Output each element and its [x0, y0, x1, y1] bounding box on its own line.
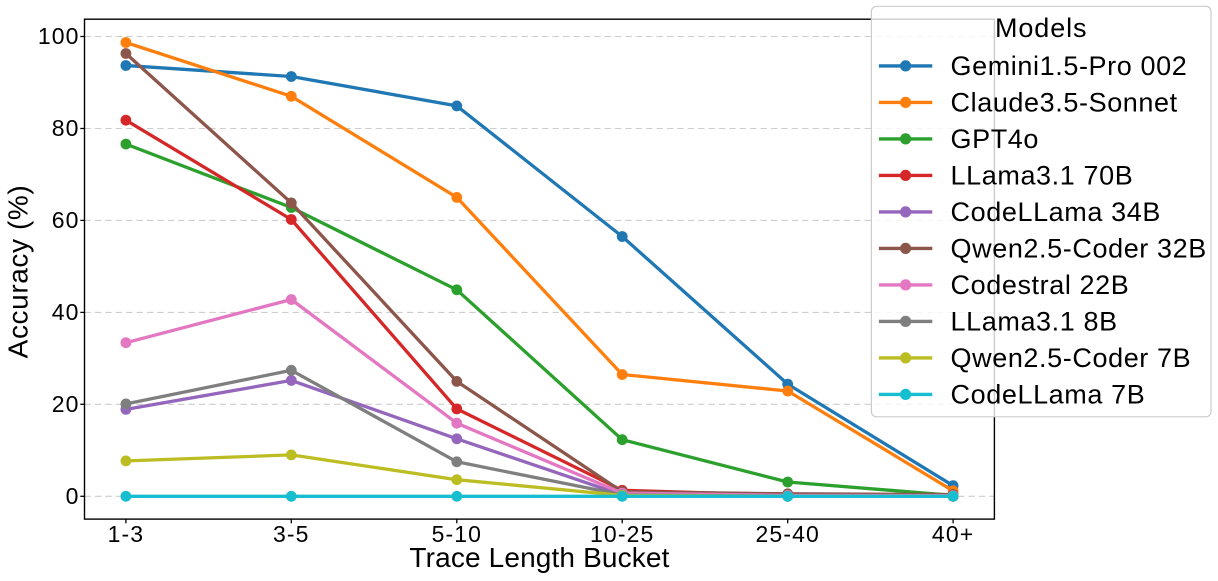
svg-text:Claude3.5-Sonnet: Claude3.5-Sonnet [951, 87, 1178, 117]
svg-text:GPT4o: GPT4o [951, 124, 1040, 154]
svg-text:Trace Length Bucket: Trace Length Bucket [409, 542, 669, 573]
svg-text:40: 40 [52, 299, 80, 325]
svg-text:1-3: 1-3 [108, 521, 145, 547]
svg-text:LLama3.1 8B: LLama3.1 8B [951, 306, 1118, 336]
svg-text:25-40: 25-40 [756, 521, 820, 547]
svg-text:3-5: 3-5 [273, 521, 310, 547]
svg-text:Models: Models [995, 13, 1087, 43]
svg-text:100: 100 [38, 23, 80, 49]
svg-text:0: 0 [66, 483, 80, 509]
svg-text:40+: 40+ [932, 521, 974, 547]
svg-text:60: 60 [52, 207, 80, 233]
svg-text:CodeLLama 7B: CodeLLama 7B [951, 379, 1146, 409]
svg-text:Qwen2.5-Coder 32B: Qwen2.5-Coder 32B [951, 233, 1207, 263]
svg-text:Accuracy (%): Accuracy (%) [2, 185, 33, 359]
svg-text:10-25: 10-25 [590, 521, 654, 547]
svg-text:20: 20 [52, 391, 80, 417]
svg-text:Gemini1.5-Pro 002: Gemini1.5-Pro 002 [951, 51, 1188, 81]
svg-text:5-10: 5-10 [432, 521, 482, 547]
svg-text:CodeLLama 34B: CodeLLama 34B [951, 197, 1161, 227]
svg-text:80: 80 [52, 115, 80, 141]
svg-text:LLama3.1 70B: LLama3.1 70B [951, 160, 1134, 190]
svg-text:Qwen2.5-Coder 7B: Qwen2.5-Coder 7B [951, 343, 1192, 373]
svg-text:Codestral 22B: Codestral 22B [951, 270, 1130, 300]
